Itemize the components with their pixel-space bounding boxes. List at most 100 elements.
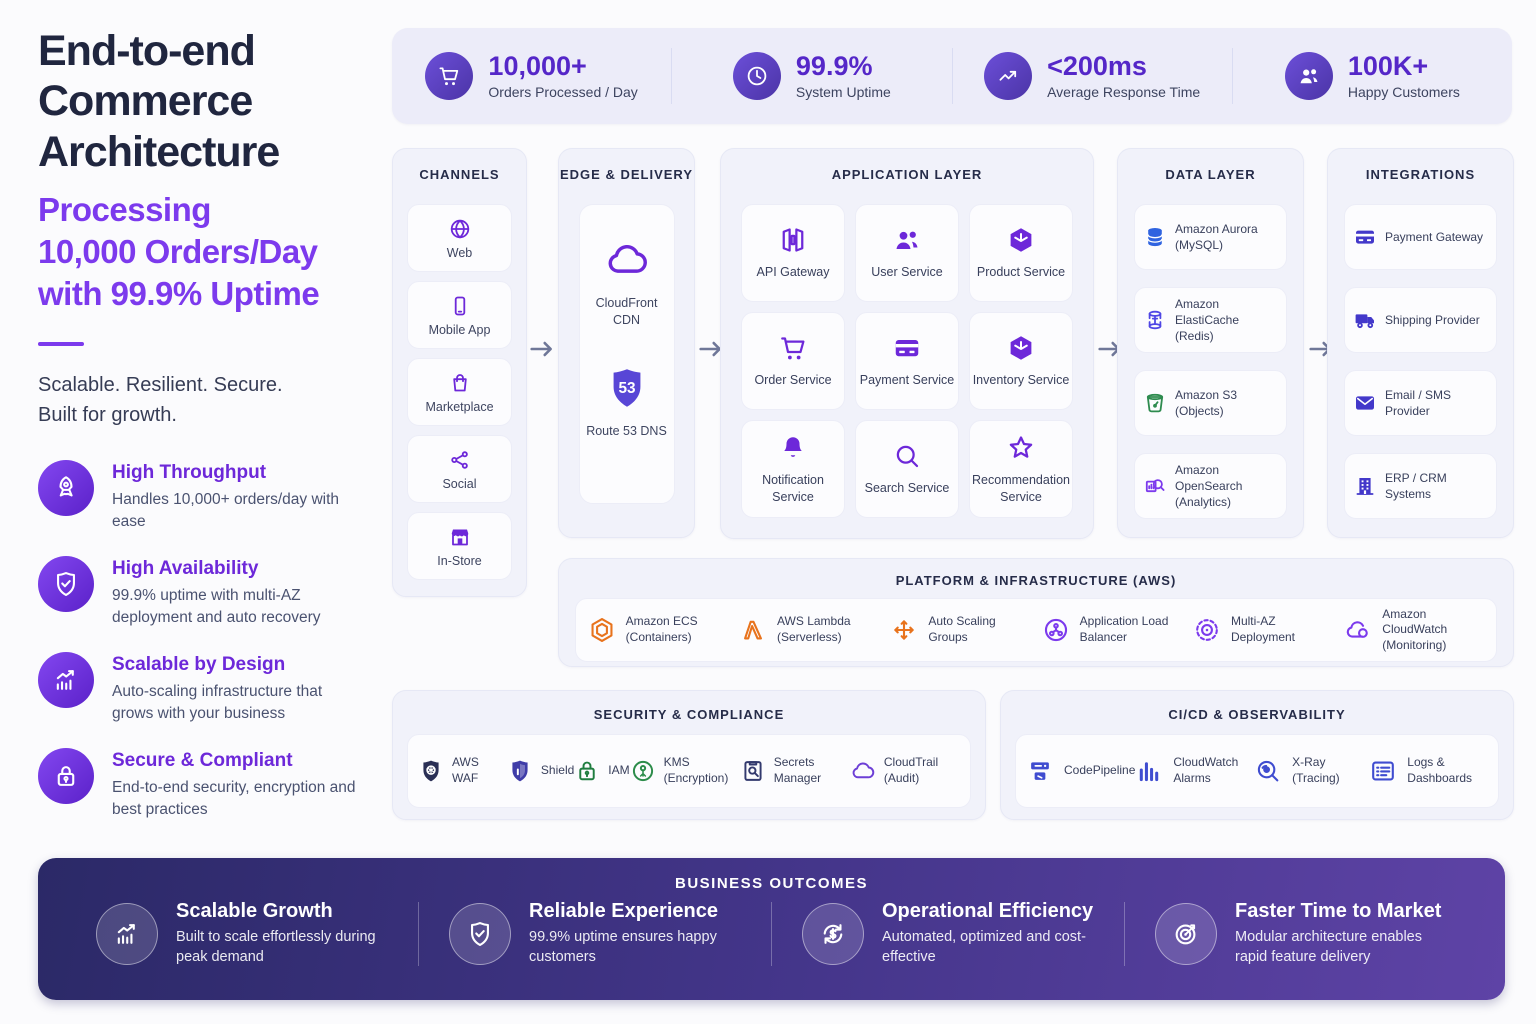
credit-card-icon [892, 333, 922, 363]
kms-key-icon [630, 758, 656, 784]
shield-icon [507, 758, 533, 784]
platform-band: PLATFORM & INFRASTRUCTURE (AWS) Amazon E… [558, 558, 1514, 667]
truck-icon [1353, 308, 1377, 332]
feature-title: High Throughput [112, 461, 267, 483]
integrations-header: INTEGRATIONS [1365, 167, 1476, 182]
outcome-title: Operational Efficiency [882, 900, 1094, 922]
outcome-desc: Automated, optimized and cost-effective [882, 929, 1086, 966]
codepipeline-icon [1026, 757, 1054, 785]
target-icon [1155, 902, 1217, 965]
outcome-scalable-growth: Scalable Growth Built to scale effortles… [66, 900, 418, 968]
stats-divider [671, 48, 673, 104]
secrets-manager-icon [740, 758, 766, 784]
platform-item-cloudwatch: Amazon CloudWatch (Monitoring) [1344, 607, 1484, 654]
outcomes-divider [771, 901, 772, 966]
platform-header: PLATFORM & INFRASTRUCTURE (AWS) [895, 573, 1177, 588]
cube-icon [1006, 225, 1036, 255]
cart-icon [778, 333, 808, 363]
iam-lock-icon [574, 758, 600, 784]
mail-icon [1353, 391, 1377, 415]
users-icon [892, 225, 922, 255]
service-label: Payment Service [859, 373, 955, 388]
feature-list: High Throughput Handles 10,000+ orders/d… [38, 459, 374, 821]
edge-label: Route 53 DNS [586, 423, 667, 438]
share-icon [448, 448, 472, 472]
security-item-iam: IAM [574, 758, 630, 784]
channel-label: Mobile App [428, 322, 491, 337]
platform-item-lambda: AWS Lambda (Serverless) [739, 614, 879, 645]
security-item-secrets: Secrets Manager [740, 755, 850, 786]
stats-divider [1231, 48, 1233, 104]
stat-orders: 10,000+ Orders Processed / Day [392, 51, 671, 100]
service-label: Inventory Service [972, 373, 1070, 388]
service-card-api-gateway: API Gateway [741, 204, 845, 302]
cicd-item-logs: Logs & Dashboards [1369, 755, 1488, 786]
feature-desc: 99.9% uptime with multi-AZ deployment an… [112, 586, 321, 626]
dollar-cycle-icon [802, 902, 864, 965]
logs-document-icon [1369, 757, 1397, 785]
security-band: SECURITY & COMPLIANCE AWS WAF Shield IAM… [392, 690, 986, 820]
feature-desc: Handles 10,000+ orders/day with ease [112, 490, 340, 530]
cicd-label: X-Ray (Tracing) [1292, 755, 1340, 785]
service-label: Product Service [976, 265, 1066, 280]
bar-chart-icon [1135, 757, 1163, 785]
channel-card-social: Social [407, 435, 512, 503]
chart-growth-icon [96, 902, 158, 965]
cicd-label: Logs & Dashboards [1407, 755, 1472, 785]
channel-label: Marketplace [425, 399, 494, 414]
stat-customers: 100K+ Happy Customers [1233, 51, 1512, 100]
flow-arrow-icon [527, 336, 557, 362]
channel-label: Social [442, 476, 477, 491]
tagline-line: Built for growth. [38, 403, 177, 426]
title-line: Architecture [38, 127, 280, 176]
trend-up-icon [984, 52, 1033, 100]
api-gateway-icon [778, 225, 808, 255]
channel-card-instore: In-Store [407, 512, 512, 580]
hexagon-ecs-icon [588, 616, 616, 644]
cicd-band: CI/CD & OBSERVABILITY CodePipeline Cloud… [1000, 690, 1514, 820]
feature-secure: Secure & Compliant End-to-end security, … [38, 747, 374, 821]
route53-shield-icon: 53 [604, 365, 650, 411]
integration-label: Payment Gateway [1385, 229, 1484, 244]
platform-item-multiaz: Multi-AZ Deployment [1193, 614, 1333, 645]
data-label: Amazon S3 (Objects) [1175, 387, 1238, 418]
service-label: Notification Service [762, 473, 824, 504]
outcome-reliable-experience: Reliable Experience 99.9% uptime ensures… [419, 900, 771, 968]
channel-card-marketplace: Marketplace [407, 358, 512, 426]
svg-text:53: 53 [618, 380, 635, 397]
feature-title: Scalable by Design [112, 653, 286, 675]
title-line: Commerce [38, 77, 253, 126]
feature-high-availability: High Availability 99.9% uptime with mult… [38, 555, 374, 629]
stat-label: System Uptime [795, 84, 891, 101]
data-label: Amazon ElastiCache (Redis) [1175, 296, 1240, 344]
integration-card-payment: Payment Gateway [1344, 204, 1497, 270]
service-card-user: User Service [855, 204, 959, 302]
channel-label: In-Store [437, 553, 482, 568]
cicd-label: CodePipeline [1064, 763, 1136, 778]
tagline-line: Scalable. Resilient. Secure. [38, 373, 283, 396]
data-layer-header: DATA LAYER [1165, 167, 1256, 182]
channels-header: CHANNELS [419, 167, 500, 182]
integration-label: Shipping Provider [1385, 312, 1480, 327]
bucket-icon [1143, 391, 1167, 415]
integration-label: Email / SMS Provider [1385, 387, 1452, 418]
outcome-operational-efficiency: Operational Efficiency Automated, optimi… [772, 900, 1124, 968]
service-label: API Gateway [756, 265, 830, 280]
service-label: Recommendation Service [972, 473, 1070, 504]
feature-title: Secure & Compliant [112, 749, 293, 771]
outcome-title: Faster Time to Market [1235, 900, 1442, 922]
multi-az-icon [1193, 616, 1221, 644]
security-item-waf: AWS WAF [418, 755, 507, 786]
feature-scalable: Scalable by Design Auto-scaling infrastr… [38, 651, 374, 725]
tagline: Scalable. Resilient. Secure. Built for g… [38, 370, 374, 430]
lambda-icon [739, 616, 767, 644]
cloudwatch-icon [1344, 616, 1372, 644]
security-label: AWS WAF [452, 755, 479, 785]
stat-value: <200ms [1047, 50, 1147, 81]
integrations-column: INTEGRATIONS Payment Gateway Shipping Pr… [1327, 148, 1514, 538]
service-label: Order Service [754, 373, 832, 388]
feature-high-throughput: High Throughput Handles 10,000+ orders/d… [38, 459, 374, 533]
hero-panel: End-to-end Commerce Architecture Process… [38, 26, 374, 844]
service-card-product: Product Service [969, 204, 1073, 302]
